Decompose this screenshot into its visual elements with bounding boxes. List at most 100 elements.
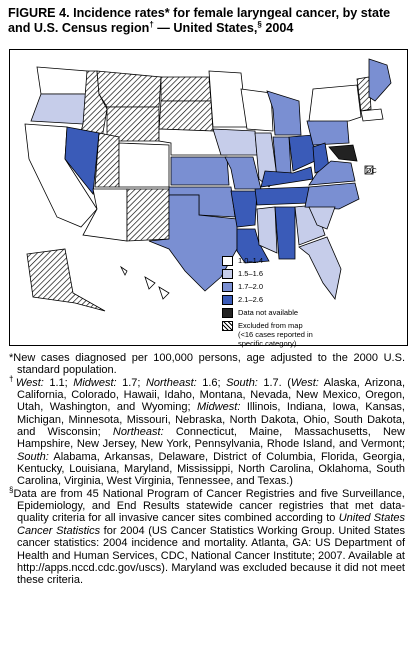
state [236, 228, 270, 264]
state [304, 182, 360, 210]
state [208, 70, 248, 128]
legend-text: Data not available [238, 308, 299, 317]
state [360, 108, 384, 122]
footnote-text: West: [15, 376, 44, 389]
footnote-text: South: [226, 376, 258, 389]
footnote: §Data are from 45 National Program of Ca… [9, 485, 405, 587]
state [240, 88, 274, 132]
legend-item: 2.1–2.6 [222, 295, 313, 305]
figure-title: FIGURE 4. Incidence rates* for female la… [8, 6, 408, 36]
legend-text: 1.0–1.4 [238, 256, 264, 265]
state [118, 142, 170, 188]
footnote-text: 1.7. ( [257, 376, 291, 389]
dc-text: DC [366, 166, 377, 175]
state [158, 100, 214, 132]
state [266, 90, 302, 136]
legend-swatch [222, 282, 233, 292]
footnote-text: 1.1; [43, 376, 74, 389]
footnote-text: Illinois, Indiana, Iowa, Kansas, Michiga… [17, 401, 405, 439]
footnote-text: Alabama, Arkansas, Delaware, District of… [17, 450, 405, 488]
state [308, 206, 336, 230]
state [256, 206, 278, 254]
footnote-text: Northeast: [112, 426, 164, 439]
state [288, 134, 316, 172]
state [30, 93, 88, 125]
state [328, 144, 358, 162]
legend-item: Data not available [222, 308, 313, 318]
state [148, 194, 238, 292]
legend-line: Excluded from map [238, 321, 303, 330]
state [230, 190, 258, 228]
legend-text: 1.5–1.6 [238, 269, 264, 278]
legend-item: 1.0–1.4 [222, 256, 313, 266]
legend-label: 1.0–1.4 [238, 256, 263, 265]
dc-label: DC [366, 166, 377, 175]
footnote-text: Midwest: [196, 401, 241, 414]
legend-swatch [222, 308, 233, 318]
footnote-text: Connecticut, Maine, Massachusetts, New H… [17, 426, 405, 451]
map-frame [9, 49, 408, 346]
legend-text: 1.7–2.0 [238, 282, 264, 291]
legend-label: 1.5–1.6 [238, 269, 263, 278]
footnote-text: 1.6; [196, 376, 227, 389]
footnote-text: New cases diagnosed per 100,000 persons,… [13, 352, 405, 377]
legend-swatch [222, 295, 233, 305]
state [94, 132, 120, 188]
footnote-text: Midwest: [73, 376, 117, 389]
map [9, 49, 408, 346]
footnote-text: Data are from 45 National Program of Can… [13, 487, 405, 525]
state [126, 188, 170, 242]
state [170, 156, 230, 186]
title-mark: § [257, 19, 262, 29]
legend-item: 1.5–1.6 [222, 269, 313, 279]
legend-swatch [222, 269, 233, 279]
state [158, 286, 170, 300]
state [298, 236, 342, 300]
legend-line: (<16 cases reported in [238, 330, 313, 339]
state [306, 118, 350, 146]
footnote-text: United States Cancer Statistics [17, 512, 405, 537]
legend-item: Excluded from map (<16 cases reported in s… [222, 321, 313, 348]
footnotes: *New cases diagnosed per 100,000 persons… [9, 352, 405, 587]
state [212, 128, 258, 156]
state [308, 84, 362, 122]
footnote-text: Alaska, Arizona, California, Colorado, H… [17, 376, 406, 414]
state [36, 66, 88, 95]
state [224, 156, 262, 190]
state [254, 186, 310, 206]
legend-label: Data not available [238, 308, 298, 317]
state [64, 126, 100, 196]
title-text: FIGURE 4. Incidence rates* for female la… [8, 6, 391, 35]
state [96, 70, 162, 108]
footnote-text: for 2004 (US Cancer Statistics Working G… [17, 524, 405, 587]
state [274, 206, 296, 260]
state [308, 160, 356, 186]
footnote-marker: * [9, 352, 14, 364]
footnote-text: Northeast: [145, 376, 197, 389]
footnote: *New cases diagnosed per 100,000 persons… [9, 352, 405, 377]
state [368, 58, 392, 102]
legend: 1.0–1.4 1.5–1.6 1.7–2.0 2.1–2.6 Data not ava… [222, 256, 313, 351]
states [24, 58, 392, 312]
state [26, 248, 106, 312]
legend-text: 2.1–2.6 [238, 295, 264, 304]
state [356, 76, 372, 112]
legend-line: specific category) [238, 339, 297, 348]
legend-item: 1.7–2.0 [222, 282, 313, 292]
footnote-marker: † [9, 374, 16, 384]
title-text: 2004 [261, 21, 294, 35]
legend-label: 1.7–2.0 [238, 282, 263, 291]
legend-swatch [222, 256, 233, 266]
state [160, 76, 212, 102]
title-mark: † [149, 19, 154, 29]
title-text: — United States, [153, 21, 258, 35]
footnote-text: 1.7; [116, 376, 146, 389]
legend-label: 2.1–2.6 [238, 295, 263, 304]
footnote: †West: 1.1; Midwest: 1.7; Northeast: 1.6… [9, 374, 406, 488]
dc-symbol [364, 165, 374, 175]
state [260, 166, 314, 188]
footnote-text: South: [17, 450, 49, 463]
footnote-marker: § [9, 485, 14, 495]
state [119, 265, 128, 276]
state [82, 188, 128, 242]
